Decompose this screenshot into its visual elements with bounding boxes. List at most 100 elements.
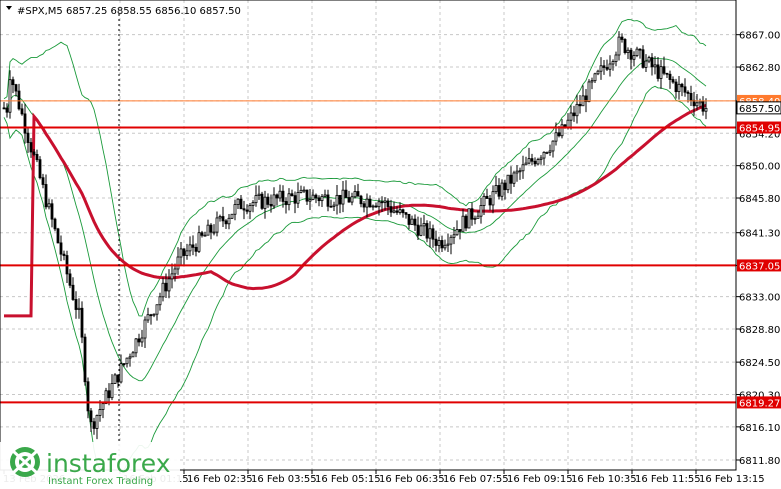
candle: [116, 374, 120, 388]
candle: [98, 400, 102, 422]
candle: [128, 353, 132, 367]
candle: [11, 76, 15, 94]
candle: [35, 149, 39, 163]
candle: [203, 231, 207, 237]
x-tick-label: 16 Feb 10:35: [571, 474, 637, 485]
candle: [437, 236, 441, 253]
chart-title: #SPX,M5 6857.25 6858.55 6856.10 6857.50: [17, 6, 241, 17]
candle: [386, 198, 390, 216]
level-tag-label: 6837.05: [739, 261, 780, 272]
level-tag: 6854.95: [737, 121, 781, 135]
candle: [689, 85, 693, 107]
candle: [413, 214, 417, 232]
y-tick-label: 6833.00: [739, 293, 780, 304]
moving-average: [4, 103, 707, 318]
candle: [569, 105, 573, 130]
candle: [452, 226, 456, 245]
candle: [194, 243, 198, 257]
candle: [464, 214, 468, 232]
candle: [608, 55, 612, 77]
candle: [404, 211, 408, 219]
candle: [590, 77, 594, 90]
candle: [425, 220, 429, 243]
x-tick-label: 16 Feb 07:55: [443, 474, 509, 485]
candle: [461, 209, 465, 232]
candle: [482, 193, 486, 216]
candle: [302, 186, 306, 194]
candle: [224, 219, 228, 230]
candle: [101, 402, 105, 419]
candle: [59, 235, 63, 262]
candle: [650, 53, 654, 76]
candle: [680, 82, 684, 97]
candle: [269, 194, 273, 213]
candle: [659, 59, 663, 89]
candle: [518, 167, 522, 180]
candle: [2, 101, 6, 110]
candle: [296, 182, 300, 209]
candle: [338, 194, 342, 214]
candle: [506, 174, 510, 194]
y-tick-label: 6867.00: [739, 31, 780, 42]
horizontal-levels: [0, 100, 736, 404]
candle: [251, 200, 255, 213]
candle: [380, 196, 384, 213]
candle: [605, 59, 609, 71]
candle: [368, 195, 372, 208]
candle: [74, 291, 78, 319]
candle: [266, 193, 270, 208]
candle: [149, 313, 153, 325]
candle: [620, 33, 624, 43]
x-tick-label: 16 Feb 09:15: [507, 474, 573, 485]
candle: [542, 151, 546, 166]
candle: [530, 153, 534, 166]
candle: [218, 214, 222, 222]
candle: [575, 94, 579, 124]
x-tick-label: 16 Feb 03:55: [251, 474, 317, 485]
candle: [686, 90, 690, 103]
candle: [533, 157, 537, 167]
candle: [326, 189, 330, 212]
candle: [656, 56, 660, 82]
collapse-triangle-icon[interactable]: [6, 6, 12, 10]
candle: [134, 337, 138, 358]
candle: [545, 151, 549, 155]
candle: [311, 189, 315, 201]
candle: [56, 227, 60, 244]
candle: [494, 175, 498, 195]
candle: [320, 194, 324, 207]
candle: [443, 239, 447, 251]
candle: [503, 179, 507, 200]
candle: [125, 357, 129, 368]
candle: [239, 194, 243, 210]
candle: [305, 189, 309, 205]
candle: [293, 191, 297, 214]
candle: [110, 374, 114, 401]
candle: [200, 230, 204, 238]
candle: [641, 45, 645, 69]
candle: [29, 138, 33, 158]
candle: [611, 59, 615, 71]
logo-tagline: Instant Forex Trading: [48, 476, 153, 487]
candle: [329, 199, 333, 208]
candle: [512, 170, 516, 188]
x-tick-label: 16 Feb 02:35: [187, 474, 253, 485]
candle: [407, 213, 411, 230]
candle: [674, 78, 678, 99]
candle: [161, 277, 165, 302]
candle: [488, 194, 492, 211]
candle: [44, 174, 48, 210]
candle: [8, 70, 12, 119]
candle: [377, 198, 381, 216]
logo-name: instaforex: [46, 449, 171, 478]
candle: [308, 189, 312, 210]
candle: [374, 202, 378, 208]
candle: [587, 79, 591, 103]
candle: [191, 235, 195, 256]
candle: [638, 48, 642, 59]
candle: [188, 236, 192, 257]
plot-frame: [0, 0, 737, 471]
candle: [299, 185, 303, 194]
